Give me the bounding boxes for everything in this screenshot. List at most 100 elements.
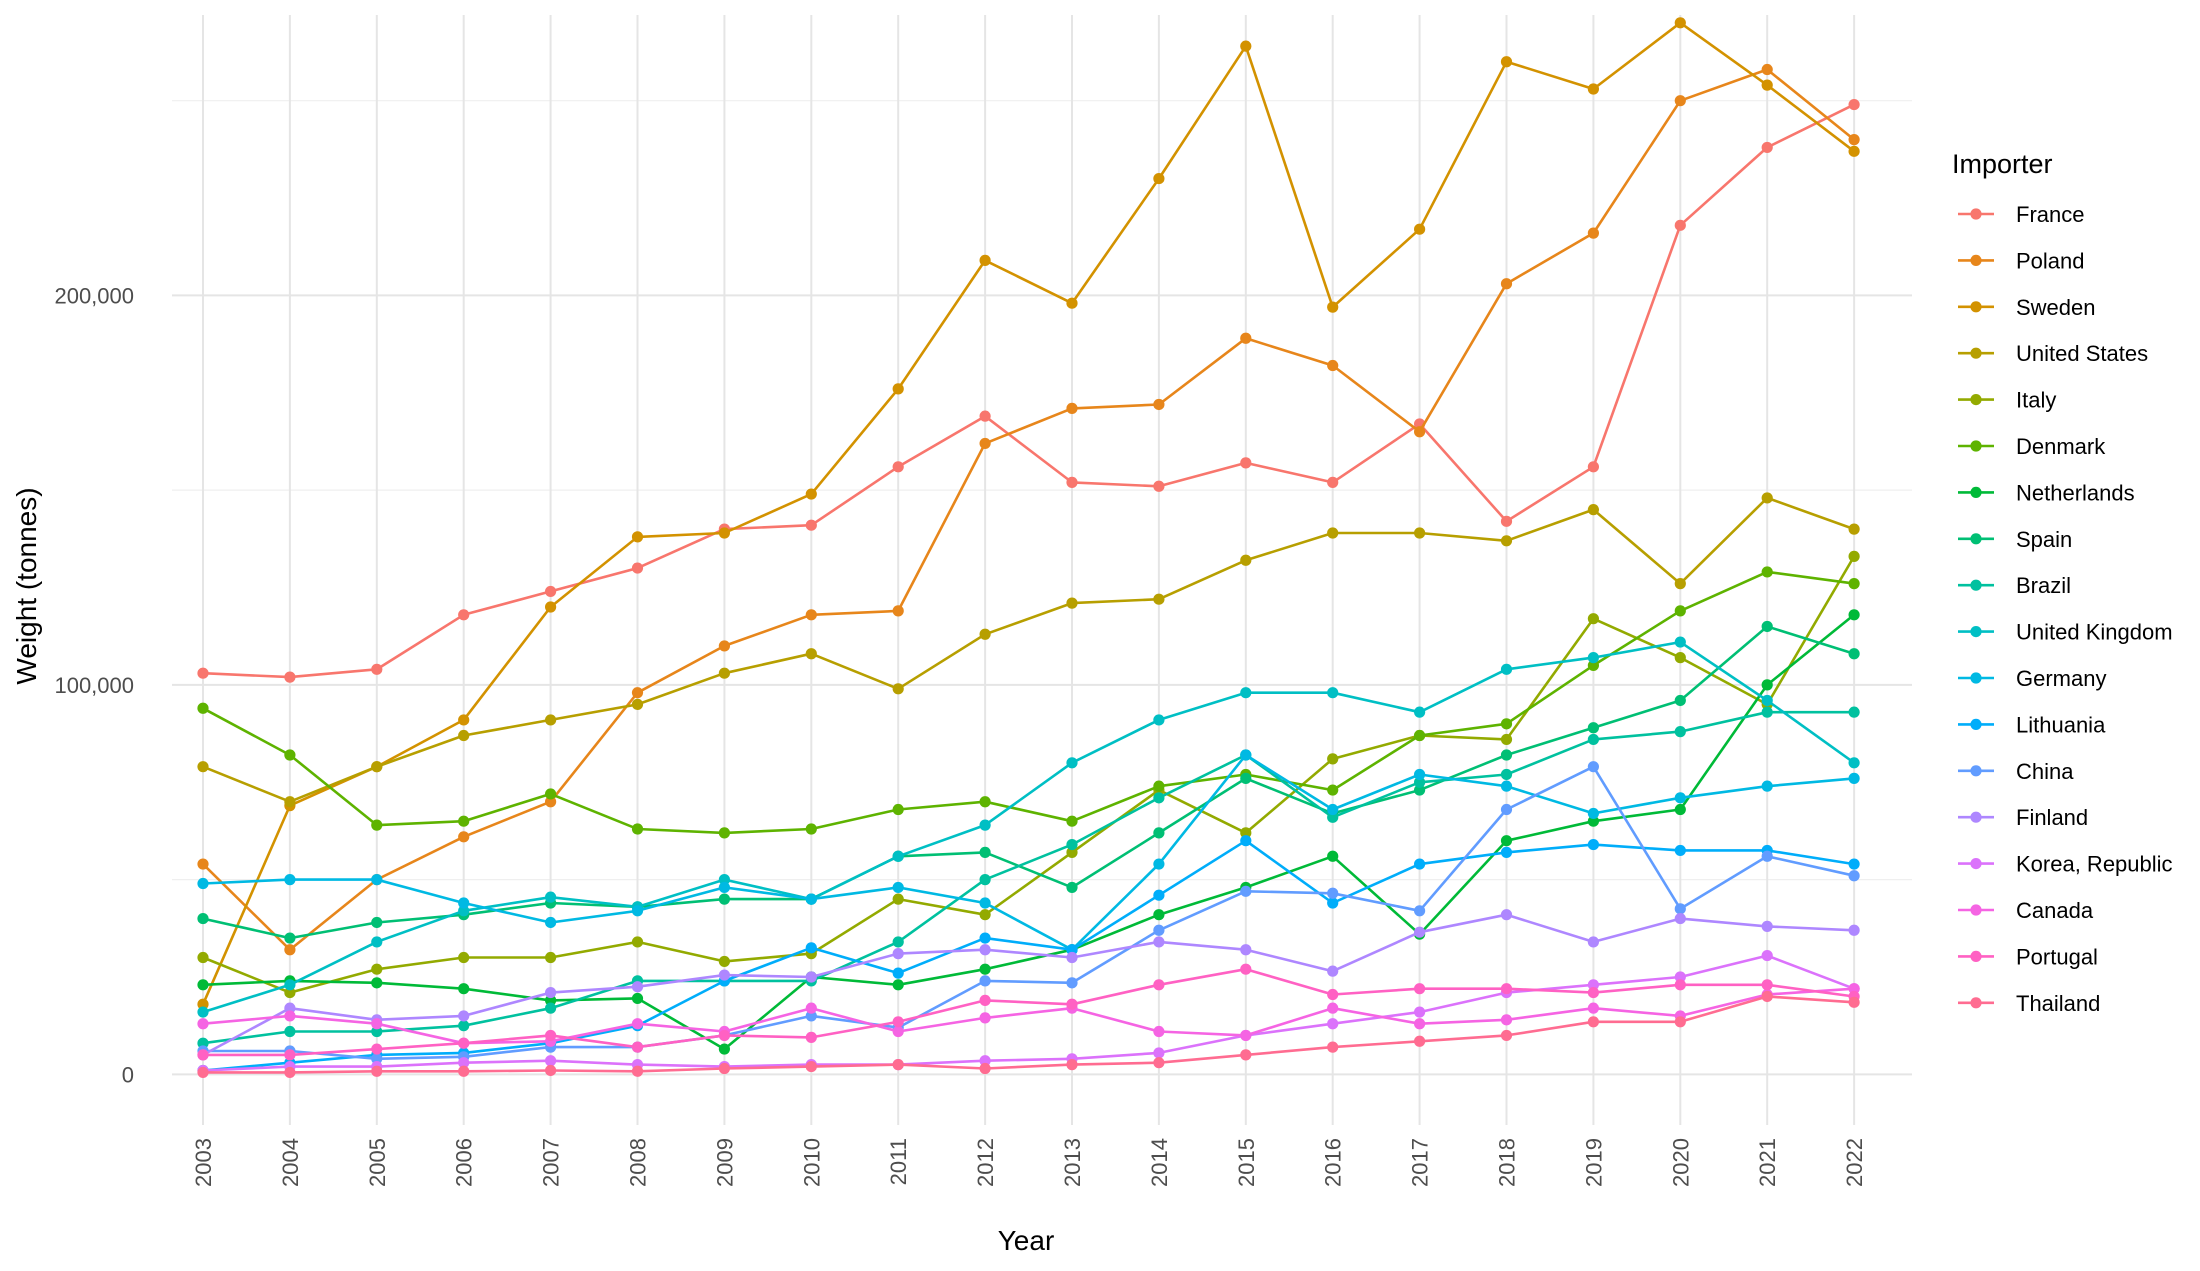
legend-label: Korea, Republic: [2016, 852, 2173, 877]
data-point: [1327, 527, 1339, 539]
data-point: [1240, 40, 1252, 52]
data-point: [1848, 550, 1860, 562]
legend-item-sweden: Sweden: [1958, 295, 2096, 320]
data-point: [979, 846, 991, 858]
y-tick-label: 0: [122, 1062, 134, 1087]
data-point: [458, 729, 470, 742]
data-point: [631, 1041, 644, 1053]
data-point: [1500, 56, 1513, 68]
data-point: [805, 1031, 817, 1043]
data-point: [1414, 784, 1426, 796]
data-point: [197, 877, 209, 890]
data-point: [1500, 733, 1513, 746]
data-point: [979, 410, 991, 422]
data-point: [1414, 706, 1426, 718]
data-point: [1066, 977, 1078, 989]
data-point: [371, 663, 383, 675]
legend-key-point: [1970, 440, 1982, 452]
data-point: [1327, 988, 1339, 1001]
data-point: [1066, 597, 1078, 609]
data-point: [718, 893, 731, 905]
data-point: [1500, 515, 1513, 527]
data-point: [1761, 920, 1773, 932]
data-point: [1674, 95, 1686, 107]
data-point: [1674, 694, 1686, 707]
data-point: [1153, 909, 1165, 921]
legend-label: Germany: [2016, 666, 2106, 691]
data-point: [1500, 803, 1513, 816]
data-point: [1327, 887, 1339, 899]
x-tick-label: 2017: [1408, 1138, 1433, 1187]
data-point: [718, 881, 731, 894]
data-point: [979, 1055, 991, 1067]
data-point: [1414, 905, 1426, 917]
data-point: [1240, 1029, 1252, 1042]
data-point: [371, 977, 383, 989]
data-point: [1587, 807, 1599, 820]
data-point: [1327, 850, 1339, 862]
data-point: [284, 979, 296, 991]
data-point: [1240, 554, 1252, 566]
legend-key-point: [1970, 486, 1982, 498]
data-point: [718, 1043, 731, 1055]
legend-label: Netherlands: [2016, 480, 2135, 505]
x-tick-label: 2003: [191, 1138, 216, 1187]
x-axis-title: Year: [998, 1225, 1055, 1256]
data-point: [892, 605, 904, 617]
legend-label: Denmark: [2016, 434, 2106, 459]
data-point: [1587, 652, 1599, 664]
legend-item-germany: Germany: [1958, 666, 2106, 691]
data-point: [892, 1016, 904, 1028]
data-point: [1500, 663, 1513, 675]
data-point: [545, 1002, 557, 1014]
legend-label: China: [2016, 759, 2074, 784]
data-point: [1240, 885, 1252, 897]
legend-label: Lithuania: [2016, 712, 2106, 737]
series-line: [202, 68, 1855, 952]
data-point: [1674, 912, 1686, 925]
data-point: [1500, 780, 1513, 792]
data-point: [631, 981, 644, 993]
data-point: [1761, 990, 1773, 1003]
data-point: [1848, 996, 1860, 1008]
data-point: [1674, 578, 1686, 590]
data-point: [1587, 659, 1599, 672]
legend-item-united-kingdom: United Kingdom: [1958, 620, 2173, 645]
data-point: [197, 702, 209, 714]
data-point: [545, 1064, 557, 1077]
data-point: [1587, 986, 1599, 999]
series-line: [202, 710, 1855, 1045]
series-france: [197, 98, 1860, 683]
legend-key-point: [1970, 208, 1982, 220]
data-point: [1848, 772, 1860, 784]
data-point: [1674, 792, 1686, 804]
data-point: [1674, 803, 1686, 816]
y-tick-label: 100,000: [54, 673, 134, 698]
data-point: [892, 936, 904, 948]
data-point: [545, 585, 557, 598]
data-point: [892, 948, 904, 960]
data-point: [718, 955, 731, 968]
series-line: [202, 753, 1855, 952]
series-denmark: [197, 566, 1860, 839]
data-point: [1587, 1002, 1599, 1014]
data-point: [1587, 83, 1599, 95]
data-point: [1500, 909, 1513, 921]
legend-item-denmark: Denmark: [1958, 434, 2106, 459]
series-line: [202, 496, 1855, 804]
legend-key-point: [1970, 254, 1982, 266]
legend-item-finland: Finland: [1958, 805, 2088, 830]
series-line: [201, 21, 1855, 1005]
data-point: [1066, 1059, 1078, 1071]
data-point: [1848, 706, 1860, 718]
data-point: [892, 979, 904, 991]
legend-label: Canada: [2016, 898, 2094, 923]
data-point: [1066, 297, 1078, 309]
data-point: [1414, 776, 1426, 788]
data-point: [1240, 772, 1252, 784]
data-point: [545, 986, 557, 999]
data-point: [1153, 480, 1165, 492]
data-point: [979, 909, 991, 921]
data-point: [371, 761, 383, 773]
